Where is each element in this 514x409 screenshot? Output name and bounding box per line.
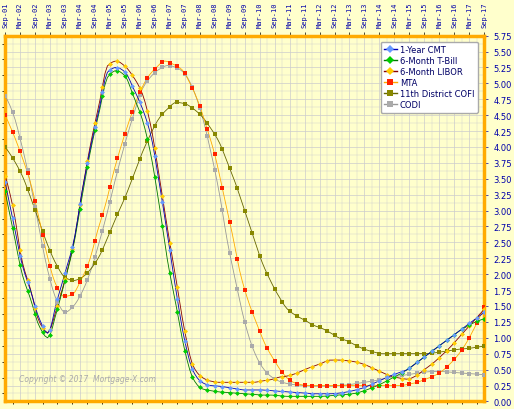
Legend: 1-Year CMT, 6-Month T-Bill, 6-Month LIBOR, MTA, 11th District COFI, CODI: 1-Year CMT, 6-Month T-Bill, 6-Month LIBO… [381, 43, 478, 113]
Text: Copyright © 2017  Mortgage-X.com: Copyright © 2017 Mortgage-X.com [20, 374, 156, 383]
